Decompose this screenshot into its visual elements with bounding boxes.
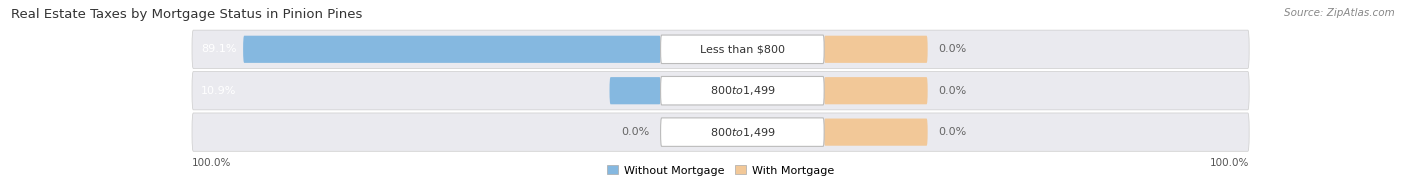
- FancyBboxPatch shape: [824, 36, 928, 63]
- Text: $800 to $1,499: $800 to $1,499: [710, 126, 775, 139]
- FancyBboxPatch shape: [661, 76, 824, 105]
- Text: 0.0%: 0.0%: [621, 127, 650, 137]
- FancyBboxPatch shape: [193, 72, 1249, 110]
- FancyBboxPatch shape: [824, 119, 928, 146]
- FancyBboxPatch shape: [661, 118, 824, 146]
- FancyBboxPatch shape: [193, 113, 1249, 151]
- Text: Real Estate Taxes by Mortgage Status in Pinion Pines: Real Estate Taxes by Mortgage Status in …: [11, 8, 363, 21]
- FancyBboxPatch shape: [610, 77, 661, 104]
- Text: 0.0%: 0.0%: [939, 86, 967, 96]
- Text: Source: ZipAtlas.com: Source: ZipAtlas.com: [1284, 8, 1395, 18]
- FancyBboxPatch shape: [661, 35, 824, 64]
- Text: 0.0%: 0.0%: [939, 127, 967, 137]
- Text: 89.1%: 89.1%: [201, 44, 236, 54]
- FancyBboxPatch shape: [193, 30, 1249, 68]
- FancyBboxPatch shape: [243, 36, 661, 63]
- Legend: Without Mortgage, With Mortgage: Without Mortgage, With Mortgage: [603, 161, 838, 180]
- Text: $800 to $1,499: $800 to $1,499: [710, 84, 775, 97]
- FancyBboxPatch shape: [824, 77, 928, 104]
- Text: Less than $800: Less than $800: [700, 44, 785, 54]
- Text: 10.9%: 10.9%: [201, 86, 236, 96]
- Text: 100.0%: 100.0%: [1209, 158, 1249, 168]
- Text: 100.0%: 100.0%: [193, 158, 232, 168]
- Text: 0.0%: 0.0%: [939, 44, 967, 54]
